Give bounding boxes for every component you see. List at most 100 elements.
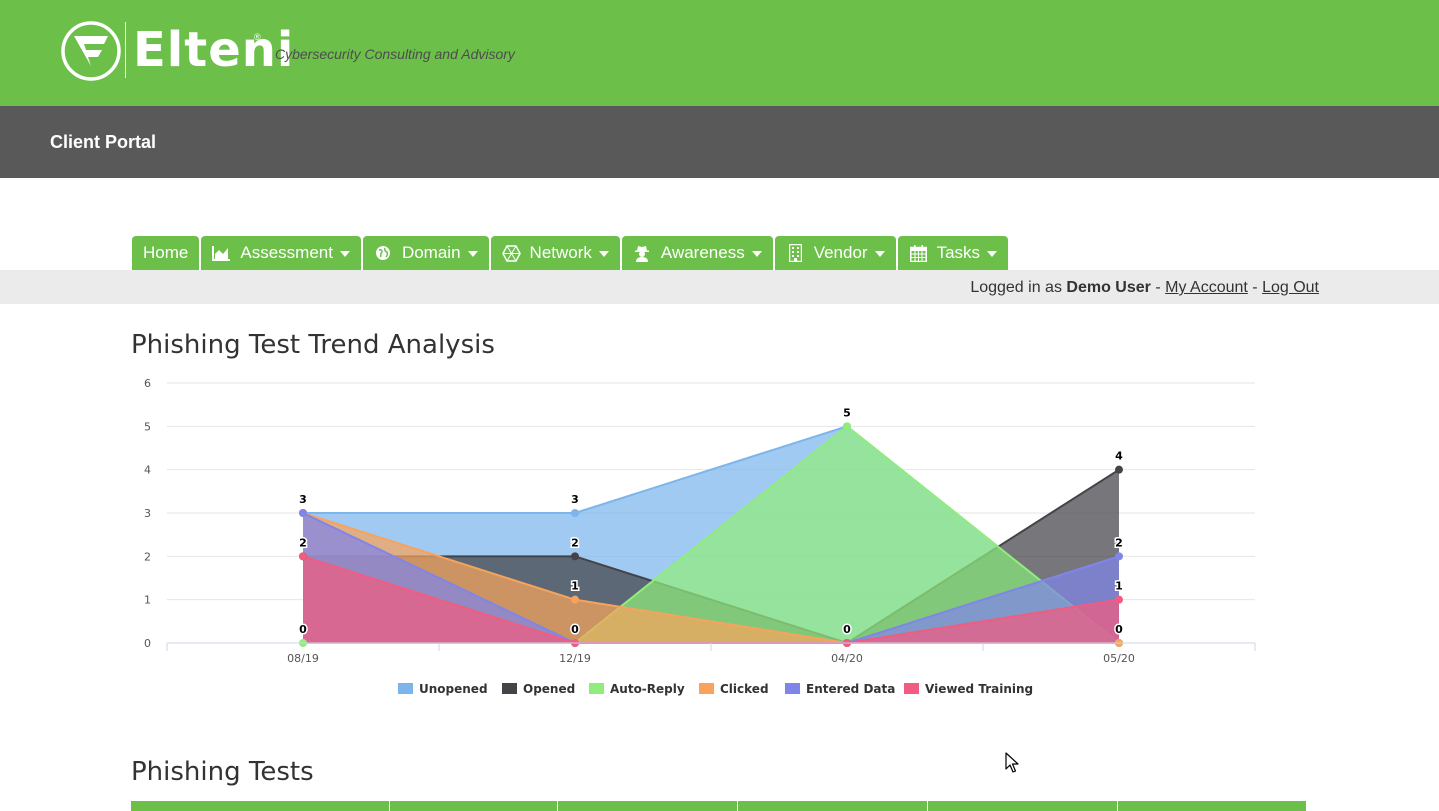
series-area <box>303 556 1119 643</box>
nav-awareness-label: Awareness <box>660 243 745 262</box>
nav-assessment[interactable]: Assessment <box>201 236 361 270</box>
legend-swatch <box>589 683 604 694</box>
legend-item[interactable]: Entered Data <box>785 682 895 696</box>
elteni-logo-icon[interactable] <box>60 20 122 82</box>
y-tick-label: 6 <box>144 377 151 390</box>
nav-assessment-label: Assessment <box>240 243 333 262</box>
separator: - <box>1252 279 1258 296</box>
data-label: 2 <box>299 536 307 549</box>
nav-domain-label: Domain <box>401 243 461 262</box>
table-header-cell <box>131 801 390 811</box>
data-label: 3 <box>299 493 307 506</box>
nav-vendor[interactable]: Vendor <box>774 236 896 270</box>
legend-item[interactable]: Unopened <box>398 682 488 696</box>
logout-link[interactable]: Log Out <box>1262 279 1319 296</box>
nav-tasks-label: Tasks <box>936 243 981 262</box>
data-point[interactable] <box>1115 552 1123 561</box>
data-point[interactable] <box>299 552 307 561</box>
nav-home[interactable]: Home <box>132 236 200 270</box>
x-axis: 08/19 12/19 04/20 05/20 <box>166 642 1256 665</box>
table-header-cell <box>558 801 738 811</box>
legend-label: Unopened <box>419 682 488 696</box>
logged-in-prefix: Logged in as <box>970 279 1062 296</box>
data-point[interactable] <box>299 509 307 517</box>
nav-vendor-label: Vendor <box>813 243 868 262</box>
legend-item[interactable]: Viewed Training <box>904 682 1033 696</box>
portal-bar <box>0 106 1439 178</box>
legend-label: Opened <box>523 682 575 696</box>
portal-title: Client Portal <box>50 132 157 152</box>
nav-network[interactable]: Network <box>490 236 620 270</box>
logo-divider <box>125 22 126 78</box>
data-label: 0 <box>1115 623 1123 636</box>
chevron-down-icon <box>751 251 762 257</box>
chevron-down-icon <box>339 251 350 257</box>
nav-tasks[interactable]: Tasks <box>897 236 1009 270</box>
my-account-link[interactable]: My Account <box>1165 279 1248 296</box>
x-tick-label: 05/20 <box>1103 652 1135 665</box>
globe-icon <box>374 244 393 263</box>
data-point[interactable] <box>571 509 579 517</box>
legend-swatch <box>699 683 714 694</box>
nav-domain[interactable]: Domain <box>362 236 489 270</box>
y-tick-label: 5 <box>144 420 151 433</box>
legend-item[interactable]: Clicked <box>699 682 769 696</box>
x-tick-label: 12/19 <box>559 652 591 665</box>
y-tick-label: 1 <box>144 594 151 607</box>
network-icon <box>501 244 521 263</box>
section-title-trend: Phishing Test Trend Analysis <box>131 330 495 360</box>
chevron-down-icon <box>467 251 478 257</box>
phishing-tests-table-header <box>131 801 1306 811</box>
brand-tagline: Cybersecurity Consulting and Advisory <box>275 46 515 62</box>
top-header: Elteni ® Cybersecurity Consulting and Ad… <box>0 0 1439 106</box>
legend-swatch <box>398 683 413 694</box>
data-label: 0 <box>843 623 851 636</box>
calendar-icon <box>909 244 928 263</box>
y-axis: 0 1 2 3 4 5 6 <box>144 377 151 650</box>
login-status: Logged in as Demo User - My Account - Lo… <box>970 279 1319 297</box>
data-point[interactable] <box>1115 595 1123 604</box>
table-header-cell <box>1118 801 1306 811</box>
y-tick-label: 2 <box>144 550 151 563</box>
x-tick-label: 08/19 <box>287 652 319 665</box>
user-name: Demo User <box>1066 279 1151 296</box>
data-point[interactable] <box>1115 465 1123 474</box>
data-label: 1 <box>1115 580 1123 593</box>
legend-swatch <box>502 683 517 694</box>
main-nav: Home Assessment Domain Network Awareness… <box>132 236 1010 270</box>
data-label: 3 <box>571 493 579 506</box>
building-icon <box>786 244 805 263</box>
data-point[interactable] <box>571 552 579 561</box>
legend-swatch <box>785 683 800 694</box>
data-label: 0 <box>299 623 307 636</box>
nav-awareness[interactable]: Awareness <box>621 236 773 270</box>
data-point[interactable] <box>843 422 851 431</box>
legend-item[interactable]: Auto-Reply <box>589 682 685 696</box>
user-secret-icon <box>633 244 652 263</box>
table-header-cell <box>738 801 928 811</box>
legend-label: Entered Data <box>806 682 895 696</box>
series-areas <box>302 425 1120 645</box>
nav-home-label: Home <box>143 243 189 262</box>
legend-item[interactable]: Opened <box>502 682 575 696</box>
x-tick-label: 04/20 <box>831 652 863 665</box>
y-tick-label: 3 <box>144 507 151 520</box>
data-label: 4 <box>1115 450 1123 463</box>
user-bar <box>0 270 1439 304</box>
legend-label: Viewed Training <box>925 682 1033 696</box>
data-point[interactable] <box>571 595 579 604</box>
mouse-cursor-icon <box>1005 752 1019 773</box>
brand-name: Elteni <box>133 22 295 78</box>
data-label: 2 <box>1115 536 1123 549</box>
data-label: 1 <box>571 580 579 593</box>
nav-network-label: Network <box>529 243 592 262</box>
area-chart-icon <box>212 244 231 263</box>
section-title-tests: Phishing Tests <box>131 757 314 787</box>
legend-label: Auto-Reply <box>610 682 685 696</box>
table-header-cell <box>928 801 1118 811</box>
legend-swatch <box>904 683 919 694</box>
y-tick-label: 0 <box>144 637 151 650</box>
data-label: 5 <box>843 406 851 419</box>
table-header-cell <box>390 801 558 811</box>
